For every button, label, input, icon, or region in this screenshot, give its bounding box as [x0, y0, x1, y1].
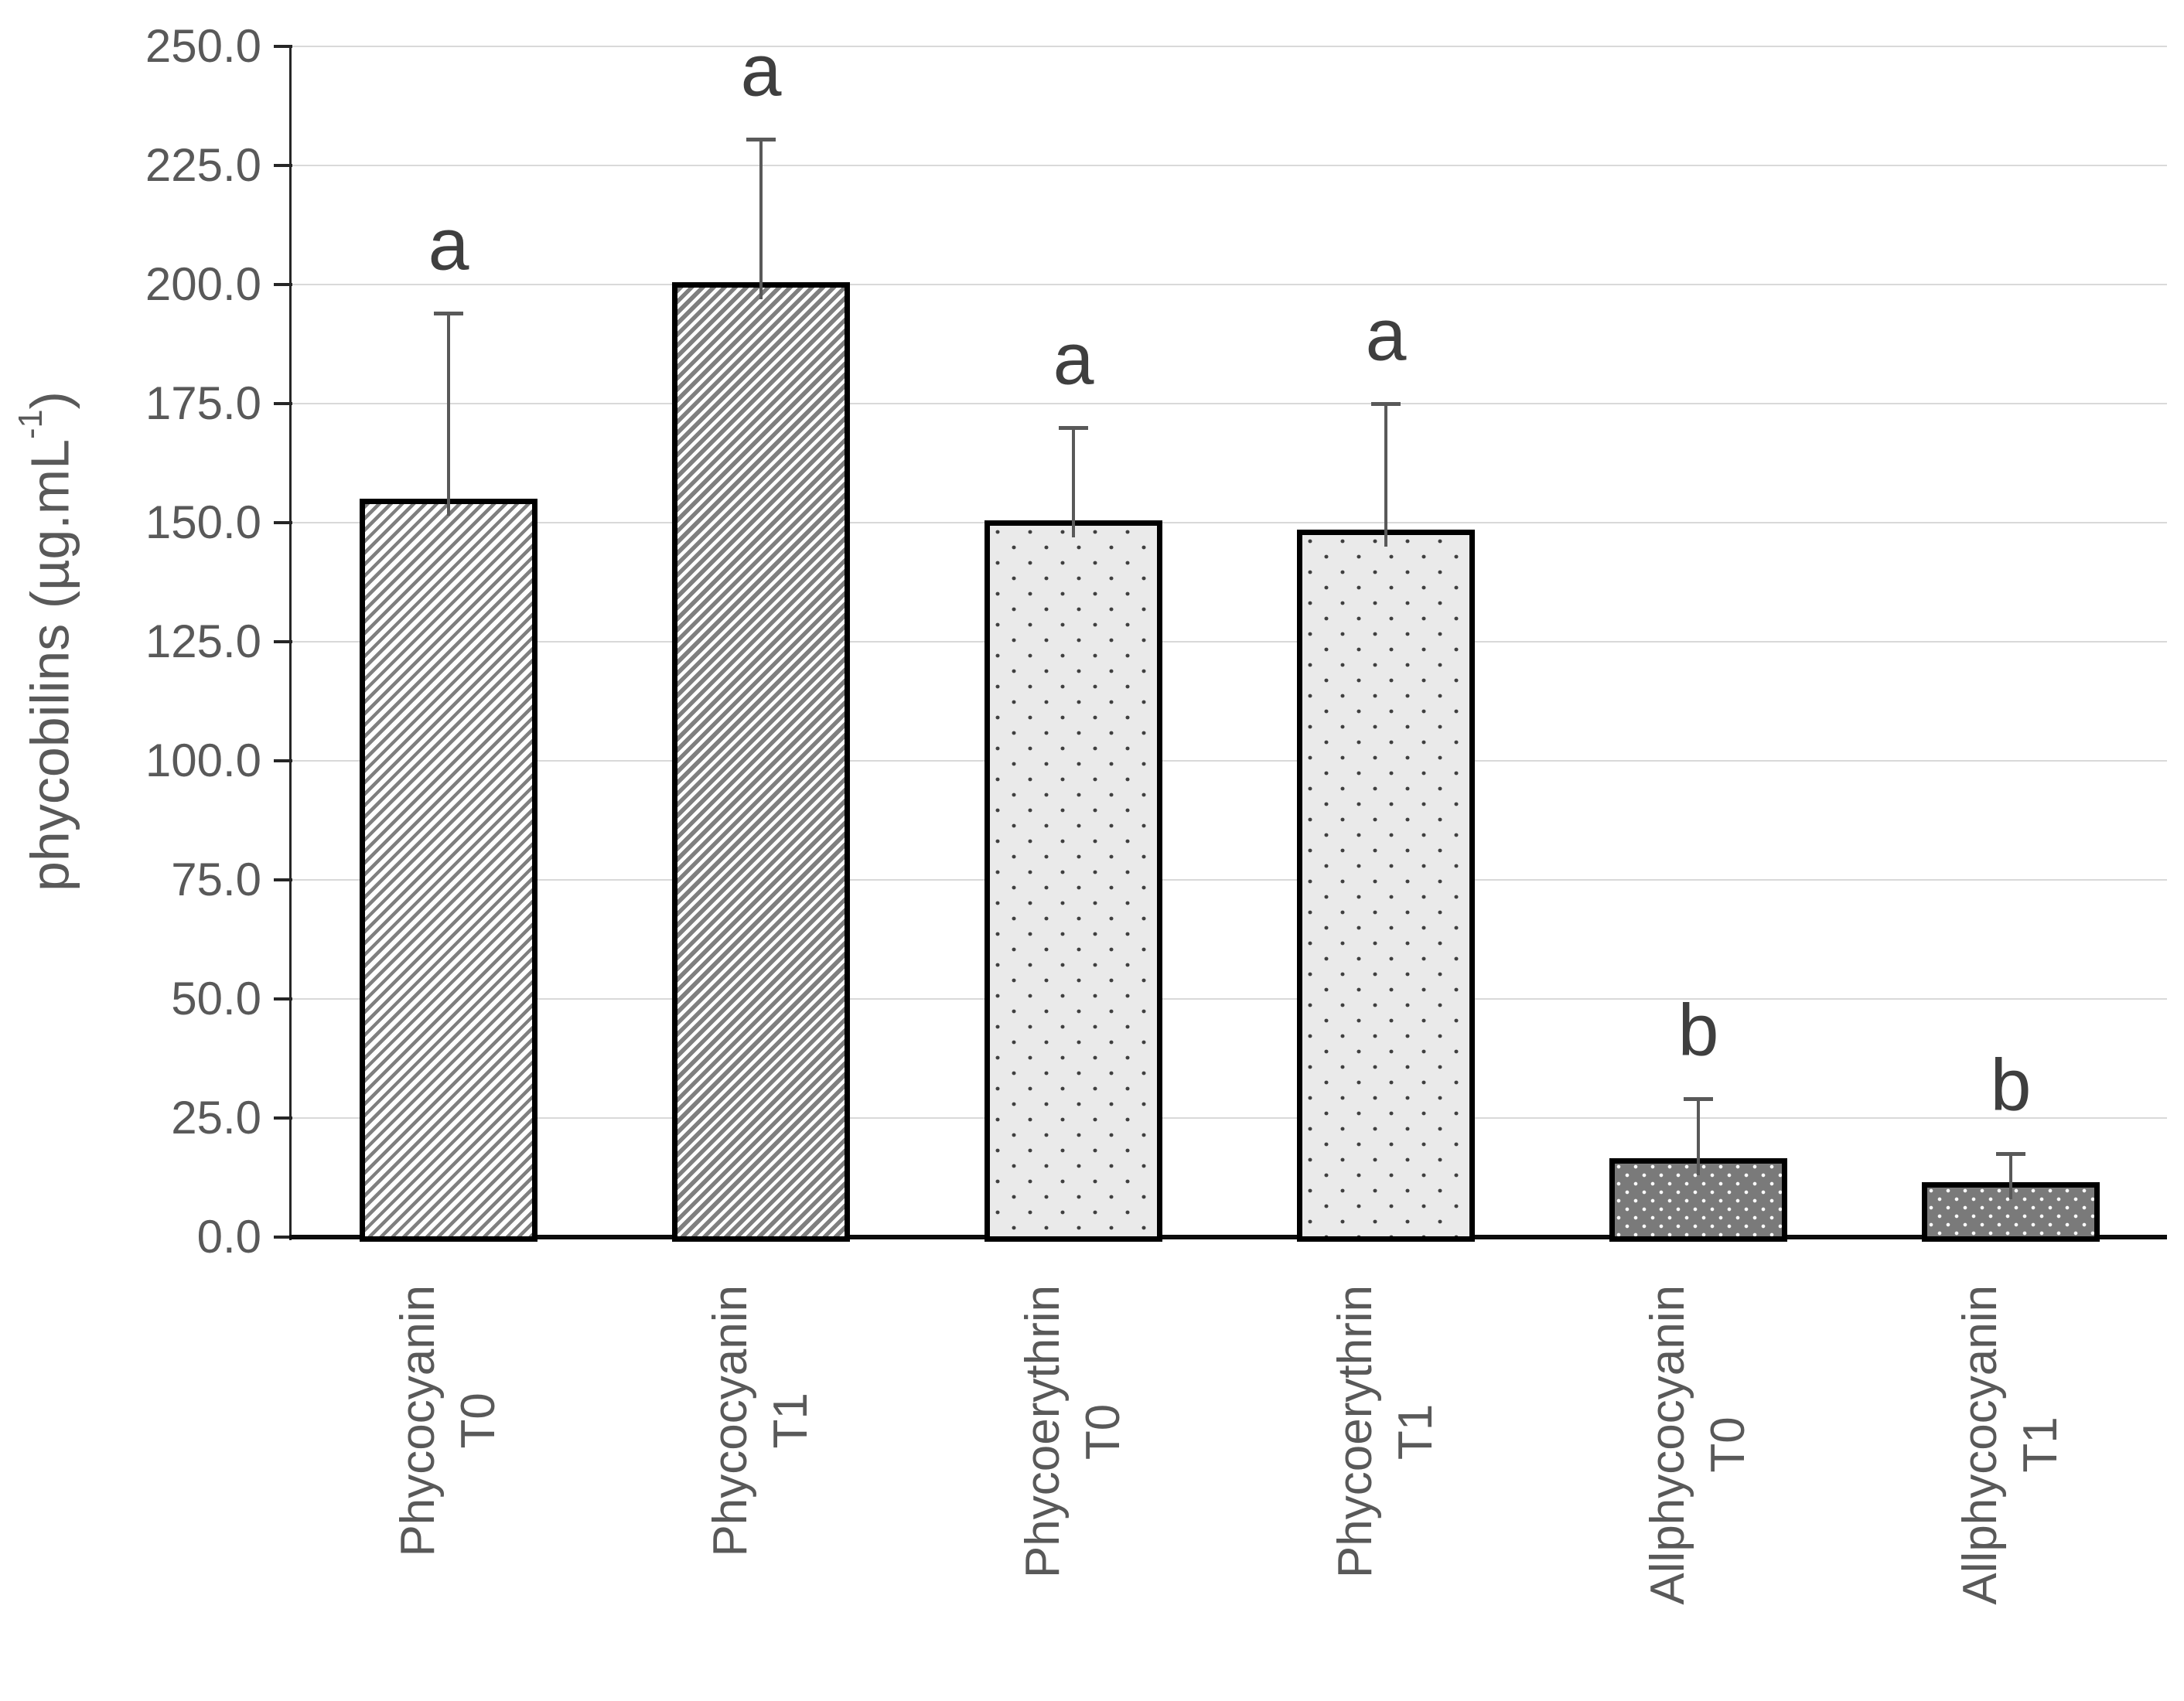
- x-axis-label-line2: T0: [1701, 1416, 1755, 1473]
- x-axis-label-allphycocyanin-t1: Allphycocyanin T1: [1950, 1285, 2071, 1605]
- error-bar-phycocyanin-t0: [447, 312, 450, 516]
- y-tick-label-175.0: 175.0: [145, 377, 261, 429]
- x-axis-label-phycocyanin-t0: Phycocyanin T0: [388, 1285, 509, 1557]
- x-axis-label-line2: T1: [2014, 1416, 2067, 1473]
- error-bar-phycoerythrin-t1: [1384, 404, 1387, 547]
- sig-letter-phycoerythrin-t0: a: [1053, 318, 1094, 401]
- x-axis-label-line2: T0: [452, 1393, 505, 1449]
- sig-letter-allphycocyanin-t1: b: [1990, 1044, 2032, 1127]
- gridline-100: [292, 760, 2167, 762]
- error-bar-cap-allphycocyanin-t0: [1684, 1097, 1713, 1102]
- x-axis-label-line1: Allphycocyanin: [1954, 1285, 2007, 1605]
- error-bar-cap-phycoerythrin-t1: [1371, 402, 1401, 406]
- x-axis-label-phycocyanin-t1: Phycocyanin T1: [701, 1285, 821, 1557]
- x-axis-label-line1: Phycoerythrin: [1016, 1285, 1070, 1579]
- y-axis-tick-250.0: [274, 45, 292, 48]
- y-axis-tick-100.0: [274, 759, 292, 762]
- gridline-125: [292, 641, 2167, 643]
- y-axis-tick-75.0: [274, 878, 292, 881]
- y-axis-tick-200.0: [274, 283, 292, 286]
- x-axis-label-line2: T0: [1077, 1403, 1130, 1460]
- y-tick-label-0.0: 0.0: [196, 1211, 261, 1263]
- y-axis-tick-125.0: [274, 640, 292, 643]
- x-axis-label-allphycocyanin-t0: Allphycocyanin T0: [1638, 1285, 1759, 1605]
- sig-letter-phycoerythrin-t1: a: [1365, 294, 1407, 377]
- sig-letter-phycocyanin-t1: a: [740, 29, 782, 112]
- error-bar-allphycocyanin-t1: [2009, 1154, 2012, 1200]
- error-bar-cap-allphycocyanin-t1: [1996, 1152, 2025, 1157]
- x-axis-label-line1: Allphycocyanin: [1641, 1285, 1694, 1605]
- x-axis-label-line2: T1: [764, 1393, 817, 1449]
- gridline-225: [292, 165, 2167, 166]
- error-bar-cap-phycoerythrin-t0: [1059, 425, 1088, 430]
- bar-allphycocyanin-t0: [1609, 1158, 1787, 1242]
- bar-phycoerythrin-t1: [1297, 530, 1475, 1242]
- y-tick-label-125.0: 125.0: [145, 615, 261, 667]
- x-axis-label-line2: T1: [1389, 1403, 1442, 1460]
- bar-phycoerythrin-t0: [985, 520, 1162, 1242]
- gridline-75: [292, 879, 2167, 881]
- x-axis-label-line1: Phycocyanin: [704, 1285, 757, 1557]
- error-bar-phycocyanin-t1: [759, 139, 763, 299]
- x-axis-label-line1: Phycocyanin: [391, 1285, 445, 1557]
- error-bar-phycoerythrin-t0: [1072, 427, 1075, 537]
- sig-letter-phycocyanin-t0: a: [428, 203, 469, 286]
- y-tick-label-100.0: 100.0: [145, 735, 261, 786]
- y-tick-label-75.0: 75.0: [171, 854, 261, 905]
- y-axis-tick-25.0: [274, 1116, 292, 1120]
- y-tick-label-50.0: 50.0: [171, 973, 261, 1024]
- x-axis-label-line1: Phycoerythrin: [1329, 1285, 1382, 1579]
- bar-phycocyanin-t0: [360, 499, 537, 1242]
- y-tick-label-250.0: 250.0: [145, 20, 261, 72]
- y-axis-tick-225.0: [274, 164, 292, 167]
- x-axis-label-phycoerythrin-t0: Phycoerythrin T0: [1013, 1285, 1134, 1578]
- error-bar-allphycocyanin-t0: [1697, 1099, 1700, 1176]
- gridline-250: [292, 46, 2167, 47]
- bar-phycocyanin-t1: [672, 281, 850, 1242]
- y-tick-label-150.0: 150.0: [145, 496, 261, 548]
- x-axis-baseline: [289, 1235, 2167, 1239]
- y-tick-label-25.0: 25.0: [171, 1092, 261, 1144]
- error-bar-cap-phycocyanin-t1: [746, 138, 776, 142]
- y-tick-label-225.0: 225.0: [145, 139, 261, 191]
- sig-letter-allphycocyanin-t0: b: [1677, 989, 1719, 1072]
- y-tick-label-200.0: 200.0: [145, 258, 261, 310]
- y-axis-line: [289, 46, 292, 1240]
- y-axis-tick-50.0: [274, 997, 292, 1000]
- x-axis-label-phycoerythrin-t1: Phycoerythrin T1: [1326, 1285, 1446, 1578]
- gridline-50: [292, 998, 2167, 1000]
- gridline-175: [292, 403, 2167, 404]
- y-axis-tick-175.0: [274, 402, 292, 405]
- y-axis-tick-150.0: [274, 521, 292, 524]
- gridline-200: [292, 284, 2167, 285]
- gridline-25: [292, 1117, 2167, 1119]
- gridline-150: [292, 522, 2167, 523]
- y-axis-tick-0.0: [274, 1236, 292, 1239]
- error-bar-cap-phycocyanin-t0: [434, 311, 463, 315]
